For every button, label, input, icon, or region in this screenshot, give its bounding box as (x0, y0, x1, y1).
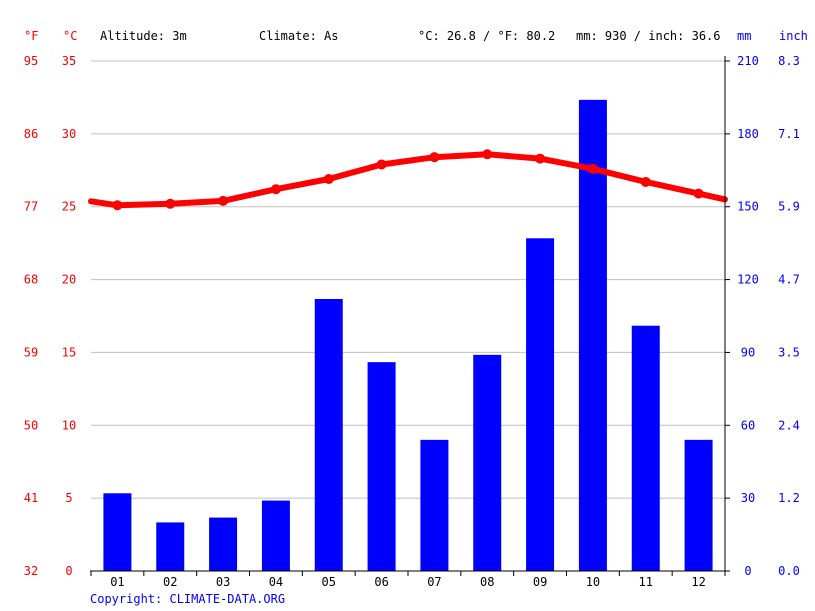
temperature-point (535, 153, 546, 164)
precipitation-bar (473, 354, 502, 571)
copyright-text: Copyright: CLIMATE-DATA.ORG (90, 592, 286, 606)
inch-tick-label: 5.9 (778, 200, 800, 214)
inch-tick-label: 4.7 (778, 273, 800, 287)
inch-tick-label: 8.3 (778, 54, 800, 68)
precipitation-bars (103, 99, 713, 572)
month-tick-label: 06 (374, 575, 388, 589)
month-tick-label: 10 (586, 575, 600, 589)
precipitation-bar (261, 500, 290, 571)
mm-tick-label: 90 (741, 345, 755, 359)
unit-inch-label: inch (779, 29, 808, 43)
precipitation-bar (420, 439, 449, 571)
temperature-point (693, 188, 704, 199)
celsius-tick-label: 25 (62, 200, 76, 214)
month-tick-label: 08 (480, 575, 494, 589)
gridlines (91, 60, 725, 499)
month-tick-label: 12 (691, 575, 705, 589)
temperature-point (587, 163, 598, 174)
temperature-point (270, 184, 281, 195)
mm-tick-label: 0 (744, 564, 751, 578)
inch-tick-label: 0.0 (778, 564, 800, 578)
temperature-line (88, 149, 728, 211)
mm-tick-label: 30 (741, 491, 755, 505)
precipitation-bar (367, 362, 396, 571)
temperature-point (429, 152, 440, 163)
precipitation-bar (631, 325, 660, 571)
celsius-tick-label: 35 (62, 54, 76, 68)
month-tick-label: 11 (639, 575, 653, 589)
climate-label: Climate: As (259, 29, 338, 43)
unit-mm-label: mm (737, 29, 751, 43)
mm-tick-label: 150 (737, 200, 759, 214)
mm-tick-label: 180 (737, 127, 759, 141)
precipitation-bar (526, 238, 555, 572)
fahrenheit-tick-label: 32 (24, 564, 38, 578)
inch-tick-label: 2.4 (778, 418, 800, 432)
header: °F °C Altitude: 3m Climate: As °C: 26.8 … (24, 29, 808, 43)
unit-celsius-label: °C (63, 29, 77, 43)
fahrenheit-tick-label: 59 (24, 345, 38, 359)
unit-fahrenheit-label: °F (24, 29, 38, 43)
fahrenheit-tick-label: 68 (24, 273, 38, 287)
temperature-point (218, 195, 229, 206)
fahrenheit-tick-label: 95 (24, 54, 38, 68)
tick-labels: 32 0 0 0.041 5 30 1.250 10 60 2.459 15 90 3.568 20 120… (24, 54, 800, 589)
temperature-point (482, 149, 493, 160)
celsius-tick-label: 15 (62, 345, 76, 359)
inch-tick-label: 7.1 (778, 127, 800, 141)
month-tick-label: 01 (110, 575, 124, 589)
fahrenheit-tick-label: 77 (24, 200, 38, 214)
inch-tick-label: 3.5 (778, 345, 800, 359)
mm-tick-label: 210 (737, 54, 759, 68)
month-tick-label: 07 (427, 575, 441, 589)
month-tick-label: 02 (163, 575, 177, 589)
precipitation-bar (314, 299, 343, 571)
temperature-point (640, 176, 651, 187)
month-tick-label: 04 (269, 575, 283, 589)
inch-tick-label: 1.2 (778, 491, 800, 505)
altitude-label: Altitude: 3m (100, 29, 187, 43)
celsius-tick-label: 5 (65, 491, 72, 505)
precipitation-bar (209, 517, 238, 571)
fahrenheit-tick-label: 50 (24, 418, 38, 432)
celsius-tick-label: 30 (62, 127, 76, 141)
mm-tick-label: 60 (741, 418, 755, 432)
precipitation-bar (684, 439, 713, 571)
month-tick-label: 03 (216, 575, 230, 589)
temperature-point (376, 159, 387, 170)
celsius-tick-label: 20 (62, 273, 76, 287)
month-tick-label: 09 (533, 575, 547, 589)
celsius-tick-label: 10 (62, 418, 76, 432)
temperature-point (165, 198, 176, 209)
month-tick-label: 05 (322, 575, 336, 589)
precipitation-bar (103, 493, 132, 571)
temperature-point (323, 174, 334, 185)
precipitation-bar (578, 99, 607, 571)
temperature-series-line (88, 151, 728, 209)
total-precipitation-label: mm: 930 / inch: 36.6 (576, 29, 721, 43)
average-temperature-label: °C: 26.8 / °F: 80.2 (418, 29, 555, 43)
temperature-point (112, 200, 123, 211)
precipitation-bar (156, 522, 185, 571)
mm-tick-label: 120 (737, 273, 759, 287)
celsius-tick-label: 0 (65, 564, 72, 578)
fahrenheit-tick-label: 41 (24, 491, 38, 505)
fahrenheit-tick-label: 86 (24, 127, 38, 141)
axes (90, 56, 730, 576)
